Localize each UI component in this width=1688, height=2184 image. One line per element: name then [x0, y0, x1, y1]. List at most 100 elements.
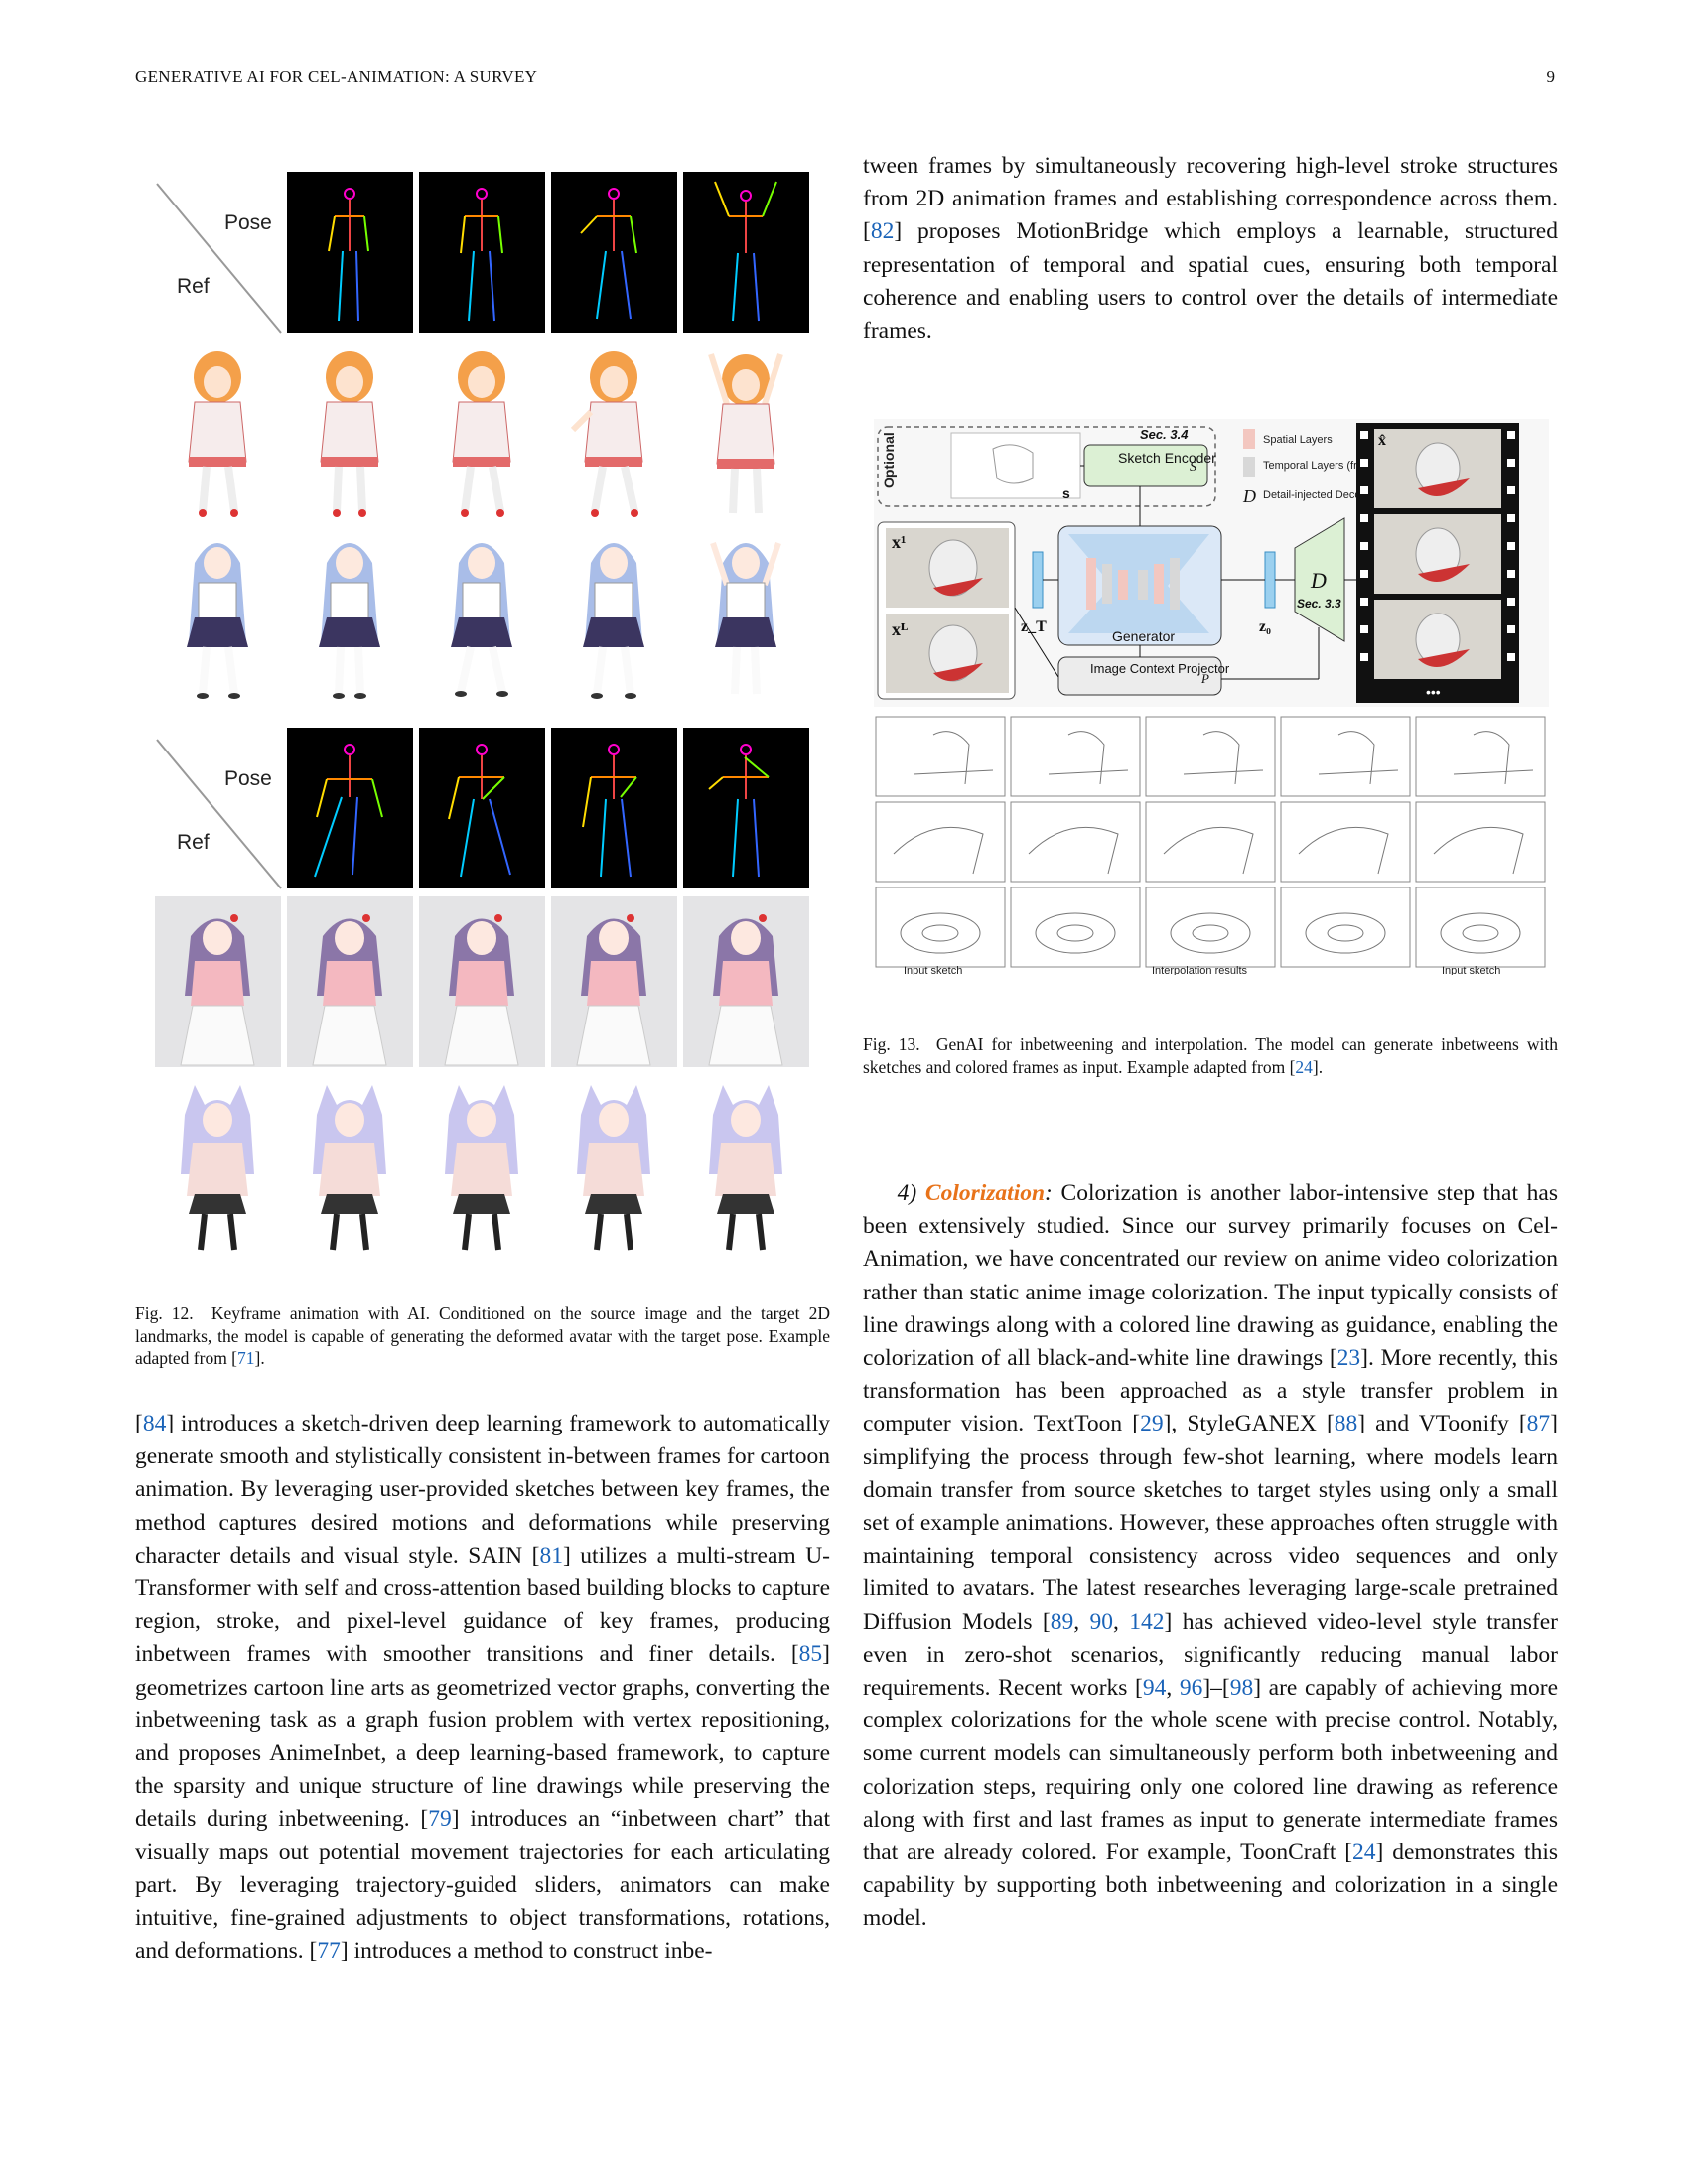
input-sketch-label-right: Input sketch: [1442, 965, 1500, 975]
x1-symbol: x¹: [892, 532, 906, 552]
zT-symbol: z_T: [1021, 618, 1047, 635]
pose-skeleton: [551, 172, 677, 333]
sec-3-3-label: Sec. 3.3: [1297, 597, 1341, 611]
citation-link[interactable]: 77: [317, 1938, 341, 1965]
caption-text: Keyframe animation with AI. Conditioned …: [135, 1303, 830, 1368]
character-frame: [155, 1075, 281, 1254]
citation-link[interactable]: 81: [539, 1542, 563, 1569]
xL-symbol: xᴸ: [892, 619, 908, 639]
s-symbol: s: [1062, 485, 1070, 501]
citation-link[interactable]: 71: [237, 1348, 255, 1368]
section-title: Colorization: [924, 1180, 1046, 1206]
character-row-silver: [147, 1075, 826, 1254]
text-span: ] introduces a sketch-driven deep learni…: [135, 1411, 830, 1569]
page-number: 9: [1546, 68, 1556, 86]
caption-label: Fig. 13.: [863, 1034, 920, 1054]
character-frame: [419, 896, 545, 1067]
ref-label: Ref: [177, 831, 210, 854]
running-title: GENERATIVE AI FOR CEL-ANIMATION: A SURVE…: [135, 68, 538, 86]
citation-link[interactable]: 24: [1295, 1056, 1313, 1077]
character-frame: [419, 342, 545, 521]
figure-13-caption: Fig. 13. GenAI for inbetweening and inte…: [863, 1033, 1558, 1078]
citation-link[interactable]: 87: [1526, 1411, 1551, 1437]
section-colon: :: [1045, 1180, 1053, 1206]
character-frame: [683, 896, 809, 1067]
citation-link[interactable]: 85: [798, 1641, 823, 1668]
figure-12-caption: Fig. 12. Keyframe animation with AI. Con…: [135, 1302, 830, 1370]
text-span: ] introduces an “inbetween chart” that v…: [135, 1806, 831, 1965]
pose-skeleton: [287, 728, 413, 888]
citation-link[interactable]: 23: [1336, 1345, 1361, 1372]
character-frame: [155, 342, 281, 521]
character-frame: [551, 896, 677, 1067]
text-span: ,: [1113, 1608, 1130, 1635]
character-frame: [683, 342, 809, 521]
citation-link[interactable]: 88: [1334, 1411, 1358, 1437]
pose-skeleton: [419, 172, 545, 333]
pose-row-2: Pose Ref: [147, 720, 826, 898]
citation-link[interactable]: 90: [1089, 1608, 1114, 1635]
text-span: ] geometrizes cartoon line arts as geome…: [135, 1641, 830, 1833]
text-span: ]–[: [1202, 1675, 1230, 1702]
text-span: ], StyleGANEX [: [1163, 1411, 1335, 1437]
pose-ref-diagonal: Pose Ref: [147, 720, 286, 898]
legend-decoder: Detail-injected Decoder: [1263, 489, 1377, 501]
character-row-orange: [147, 342, 826, 521]
legend-spatial: Spatial Layers: [1263, 434, 1333, 446]
text-span: ] utilizes a multi-stream U-Transformer …: [135, 1542, 830, 1668]
image-context-symbol: P: [1200, 671, 1209, 686]
pose-skeleton: [551, 728, 677, 888]
interpolation-results-label: Interpolation results: [1152, 965, 1247, 975]
sketch-encoder-symbol: S: [1190, 460, 1196, 475]
caption-text: GenAI for inbetweening and interpolation…: [863, 1034, 1558, 1077]
citation-link[interactable]: 98: [1229, 1675, 1254, 1702]
sketch-encoder-label: Sketch Encoder: [1118, 450, 1216, 466]
pose-skeleton: [287, 172, 413, 333]
character-frame: [287, 523, 413, 702]
input-sketch-label-left: Input sketch: [904, 965, 962, 975]
text-span: ] and VToonify [: [1357, 1411, 1527, 1437]
text-span: ]. More recently, this transformation ha…: [863, 1345, 1558, 1437]
decoder-symbol: D: [1310, 568, 1327, 593]
optional-label: Optional: [881, 432, 897, 488]
image-context-label: Image Context Projector: [1090, 661, 1230, 676]
pose-label: Pose: [224, 767, 272, 790]
citation-link[interactable]: 142: [1129, 1608, 1165, 1635]
citation-link[interactable]: 96: [1179, 1675, 1203, 1702]
legend-temporal: Temporal Layers (frozen): [1263, 460, 1384, 472]
figure-13: Optional s Sec. 3.4 Sketch Encoder S Spa…: [874, 419, 1549, 1000]
character-frame: [155, 523, 281, 702]
xhat-symbol: x̂: [1378, 432, 1386, 449]
text-span: ] introduces a method to construct inbe-: [340, 1938, 713, 1965]
citation-link[interactable]: 84: [142, 1411, 167, 1436]
citation-link[interactable]: 24: [1352, 1840, 1376, 1866]
ref-label: Ref: [177, 275, 210, 298]
body-paragraph-right-top: tween frames by simultaneously recoverin…: [863, 150, 1558, 347]
body-paragraph-left: [84] introduces a sketch-driven deep lea…: [135, 1411, 831, 1965]
citation-link[interactable]: 94: [1142, 1675, 1167, 1702]
pose-ref-diagonal: Pose Ref: [147, 164, 286, 342]
pose-skeleton: [683, 172, 809, 333]
citation-link[interactable]: 89: [1050, 1608, 1074, 1635]
pose-skeleton: [683, 728, 809, 888]
character-row-purple: [147, 896, 826, 1067]
pose-skeleton: [419, 728, 545, 888]
section-number: 4): [897, 1180, 917, 1206]
more-frames-dots: •••: [1426, 684, 1441, 700]
caption-end: ].: [1312, 1056, 1324, 1077]
citation-link[interactable]: 82: [870, 218, 895, 245]
text-span: ] are capably of achieving more complex …: [863, 1675, 1559, 1866]
figure-12: Pose Ref: [147, 164, 826, 1266]
svg-text:Optional: Optional: [881, 432, 897, 488]
text-span: ] simplifying the process through few-sh…: [863, 1411, 1558, 1635]
architecture-diagram: Optional s Sec. 3.4 Sketch Encoder S Spa…: [874, 419, 1549, 707]
text-span: Colorization is another labor-intensive …: [863, 1180, 1559, 1372]
character-frame: [287, 1075, 413, 1254]
citation-link[interactable]: 29: [1140, 1411, 1164, 1437]
text-span: ,: [1073, 1608, 1090, 1635]
citation-link[interactable]: 79: [428, 1806, 452, 1833]
text-span: ] proposes MotionBridge which employs a …: [863, 218, 1558, 344]
character-frame: [287, 342, 413, 521]
pose-row-1: Pose Ref: [147, 164, 826, 342]
caption-label: Fig. 12.: [135, 1303, 194, 1323]
